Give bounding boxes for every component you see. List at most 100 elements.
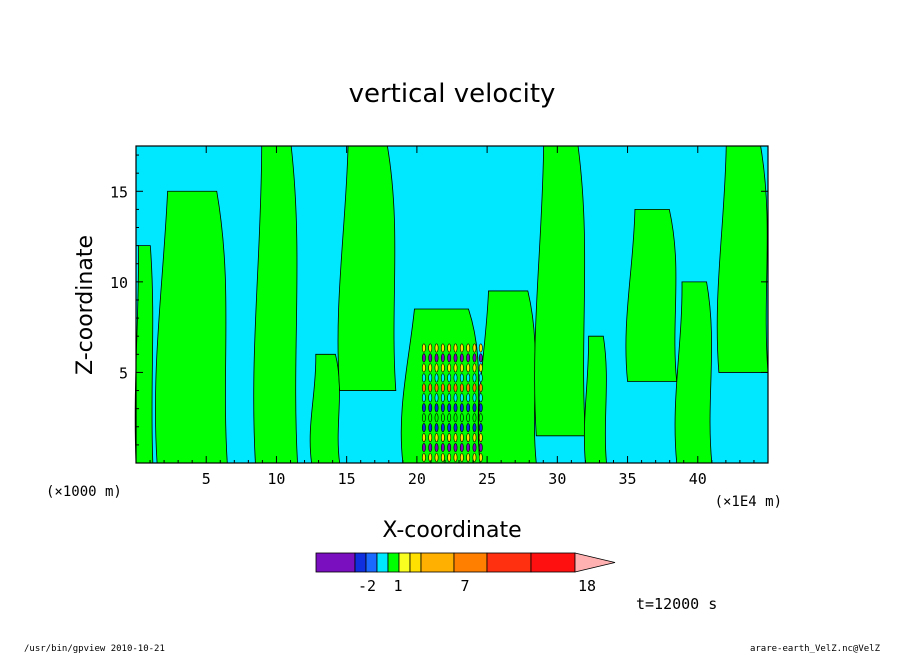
x-tick-label: 5	[202, 470, 211, 488]
positive-region	[478, 290, 537, 464]
convective-core	[422, 343, 483, 463]
core-cell	[459, 433, 464, 443]
core-cell	[434, 453, 439, 463]
core-cell	[472, 413, 477, 423]
core-cell	[453, 443, 458, 453]
core-cell	[428, 433, 433, 443]
core-cell	[447, 423, 452, 433]
core-cell	[440, 443, 445, 453]
core-cell	[447, 453, 452, 463]
colorbar-tick-label: -2	[358, 577, 376, 595]
x-axis-label: X-coordinate	[382, 518, 521, 543]
colorbar-bin	[315, 552, 356, 573]
core-cell	[472, 393, 477, 403]
x-tick-label: 20	[408, 470, 426, 488]
core-cell	[453, 403, 458, 413]
x-tick-label: 35	[619, 470, 637, 488]
core-cell	[428, 353, 433, 363]
core-cell	[466, 393, 471, 403]
colorbar	[315, 552, 616, 573]
core-cell	[472, 403, 477, 413]
core-cell	[459, 453, 464, 463]
core-cell	[459, 343, 464, 353]
core-cell	[434, 373, 439, 383]
core-cell	[440, 393, 445, 403]
core-cell	[453, 433, 458, 443]
core-cell	[428, 453, 433, 463]
core-cell	[459, 443, 464, 453]
core-cell	[428, 393, 433, 403]
colorbar-bin	[354, 552, 367, 573]
colorbar-extend-arrow	[574, 552, 616, 573]
chart-title: vertical velocity	[349, 79, 556, 109]
core-cell	[447, 413, 452, 423]
core-cell	[447, 363, 452, 373]
x-unit-note: (×1E4 m)	[715, 494, 782, 510]
core-cell	[422, 453, 426, 463]
core-cell	[453, 383, 458, 393]
core-cell	[472, 353, 477, 363]
core-cell	[440, 343, 445, 353]
core-cell	[472, 423, 477, 433]
core-cell	[466, 343, 471, 353]
core-cell	[422, 433, 426, 443]
colorbar-tick-labels: -2 1 7 18	[358, 577, 596, 595]
core-cell	[434, 393, 439, 403]
core-cell	[434, 413, 439, 423]
core-cell	[440, 453, 445, 463]
colorbar-tick-label: 18	[578, 577, 596, 595]
time-label: t=12000 s	[636, 595, 717, 613]
core-cell	[478, 443, 483, 453]
colorbar-bin	[530, 552, 576, 573]
colorbar-tick-label: 1	[393, 577, 402, 595]
core-cell	[440, 413, 445, 423]
y-axis-label: Z-coordinate	[73, 235, 98, 375]
colorbar-bin	[365, 552, 378, 573]
core-cell	[428, 443, 433, 453]
core-cell	[472, 443, 477, 453]
core-cell	[447, 433, 452, 443]
core-cell	[478, 413, 483, 423]
x-tick-label: 30	[548, 470, 566, 488]
positive-velocity-regions	[134, 145, 769, 464]
core-cell	[434, 403, 439, 413]
core-cell	[428, 423, 433, 433]
core-cell	[453, 373, 458, 383]
footer-left: /usr/bin/gpview 2010-10-21	[24, 644, 165, 654]
core-cell	[447, 373, 452, 383]
core-cell	[453, 453, 458, 463]
core-cell	[472, 383, 477, 393]
y-unit-note: (×1000 m)	[46, 484, 122, 500]
core-cell	[422, 383, 426, 393]
core-cell	[472, 453, 477, 463]
core-cell	[466, 443, 471, 453]
core-cell	[422, 403, 426, 413]
core-cell	[440, 433, 445, 443]
core-cell	[447, 343, 452, 353]
core-cell	[459, 353, 464, 363]
plot-area: 5 10 15 20 25 30 35 40 5 10 15	[110, 145, 769, 488]
x-tick-label: 25	[478, 470, 496, 488]
core-cell	[478, 423, 483, 433]
positive-region	[337, 145, 397, 391]
core-cell	[440, 353, 445, 363]
core-cell	[422, 423, 426, 433]
core-cell	[434, 343, 439, 353]
plot-frame	[135, 145, 769, 464]
core-cell	[459, 423, 464, 433]
positive-region	[583, 335, 607, 464]
core-cell	[428, 413, 433, 423]
core-cell	[422, 343, 426, 353]
footer-right: arare-earth_VelZ.nc@VelZ	[750, 644, 881, 654]
core-cell	[472, 363, 477, 373]
core-cell	[434, 423, 439, 433]
core-cell	[447, 383, 452, 393]
core-cell	[422, 373, 426, 383]
core-cell	[459, 403, 464, 413]
colorbar-bin	[387, 552, 400, 573]
x-tick-label: 15	[338, 470, 356, 488]
core-cell	[478, 453, 483, 463]
core-cell	[453, 343, 458, 353]
core-cell	[466, 383, 471, 393]
core-cell	[422, 393, 426, 403]
